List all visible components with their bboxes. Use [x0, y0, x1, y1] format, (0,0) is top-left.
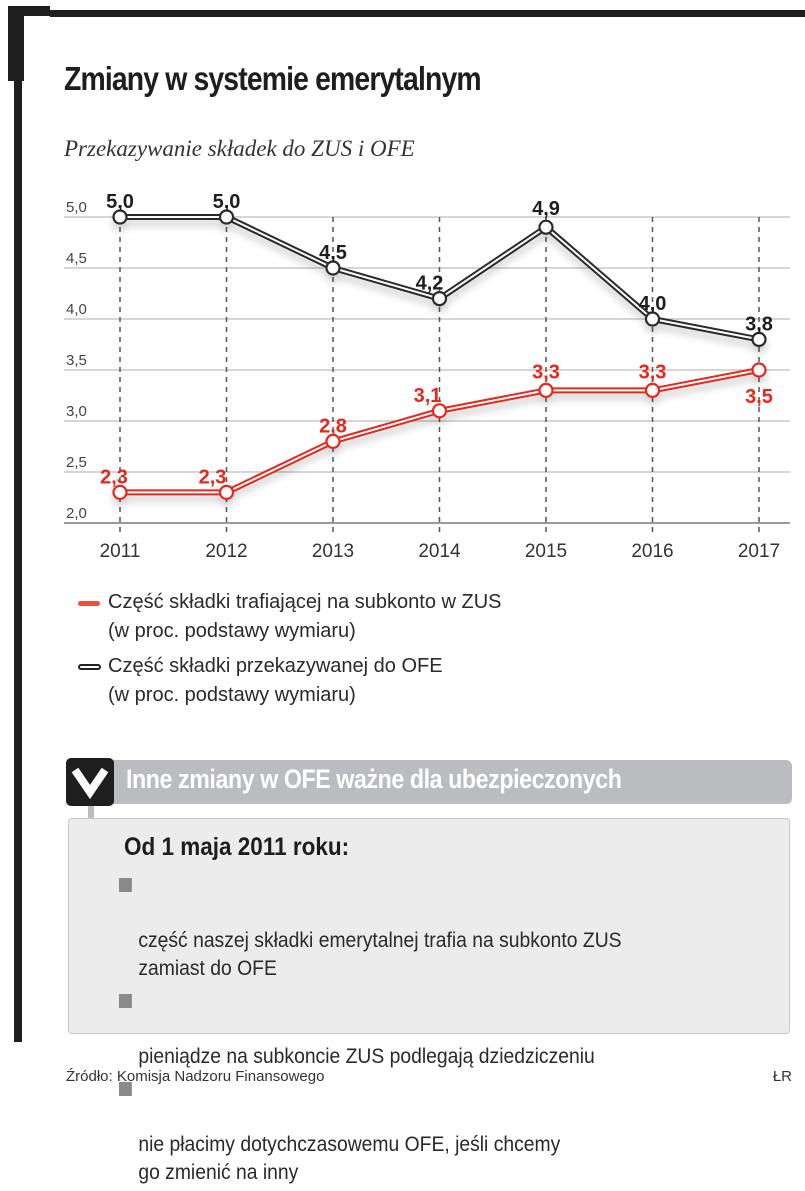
- data-point: [644, 311, 661, 327]
- legend-sublabel: (w proc. podstawy wymiaru): [108, 620, 356, 642]
- data-point: [431, 403, 448, 419]
- y-tick-label: 4,0: [66, 301, 87, 318]
- infobox-header: Inne zmiany w OFE ważne dla ubezpieczony…: [66, 758, 792, 806]
- data-point: [112, 484, 128, 500]
- list-item: nie płacimy dotychczasowemu OFE, jeśli c…: [119, 1075, 726, 1187]
- data-label: 5,0: [213, 191, 241, 213]
- data-label: 3,1: [414, 385, 442, 407]
- data-point: [751, 362, 767, 378]
- legend-swatch-black: [78, 664, 101, 670]
- frame-top-border: [8, 6, 50, 16]
- data-point: [325, 433, 341, 449]
- x-tick-label: 2016: [631, 541, 673, 562]
- list-item-text: nie płacimy dotychczasowemu OFE, jeśli c…: [138, 1133, 561, 1184]
- y-tick-label: 2,0: [66, 505, 87, 522]
- y-tick-label: 3,5: [66, 352, 87, 369]
- infobox-connector: [88, 806, 94, 819]
- source-note: Źródło: Komisja Nadzoru Finansowego: [66, 1068, 325, 1085]
- data-label: 4,9: [532, 198, 560, 220]
- data-label: 3,3: [639, 361, 667, 383]
- list-item: pieniądze na subkoncie ZUS podlegają dzi…: [119, 987, 726, 1071]
- x-tick-label: 2012: [205, 541, 247, 562]
- infobox-body: Od 1 maja 2011 roku: część naszej składk…: [68, 818, 790, 1184]
- data-point: [218, 484, 235, 500]
- series-ofe: [112, 209, 767, 347]
- series-zus: [112, 362, 767, 500]
- data-label: 4,0: [639, 293, 667, 315]
- data-label: 4,5: [319, 242, 347, 264]
- infobox-title: Inne zmiany w OFE ważne dla ubezpieczony…: [126, 764, 622, 794]
- data-label: 2,8: [319, 415, 347, 437]
- data-point: [112, 209, 128, 225]
- x-tick-label: 2015: [525, 541, 567, 562]
- list-item-text: część naszej składki emerytalnej trafia …: [138, 929, 622, 980]
- data-point: [644, 382, 661, 398]
- data-point: [538, 382, 554, 398]
- legend-item-ofe: Część składki przekazywanej do OFE (w pr…: [78, 652, 502, 710]
- chevron-down-icon: [66, 758, 114, 806]
- frame-top-rule: [50, 10, 805, 17]
- infobox-list: część naszej składki emerytalnej trafia …: [119, 871, 779, 1191]
- infobox-header-bar: [106, 760, 792, 804]
- x-tick-label: 2014: [418, 541, 461, 562]
- data-label: 3,5: [745, 386, 773, 408]
- list-item-text: pieniądze na subkoncie ZUS podlegają dzi…: [138, 1045, 595, 1068]
- data-point: [218, 209, 235, 225]
- frame-left-border: [14, 6, 22, 1042]
- data-label: 4,2: [416, 273, 444, 295]
- bullet-square-icon: [119, 878, 132, 892]
- data-point: [325, 260, 341, 276]
- y-tick-label: 4,5: [66, 250, 87, 267]
- data-point: [431, 290, 448, 307]
- y-tick-label: 5,0: [66, 199, 87, 216]
- legend-label: Część składki przekazywanej do OFE: [108, 655, 443, 677]
- data-point: [538, 219, 554, 235]
- legend-swatch-red: [78, 601, 100, 606]
- data-label: 2,3: [199, 466, 227, 488]
- chart-subtitle: Przekazywanie składek do ZUS i OFE: [64, 136, 415, 161]
- data-label: 2,3: [100, 466, 128, 488]
- data-point: [751, 331, 767, 347]
- infobox-heading: Od 1 maja 2011 roku:: [124, 833, 350, 861]
- chart-legend: Część składki trafiającej na subkonto w …: [78, 588, 502, 716]
- legend-label: Część składki trafiającej na subkonto w …: [108, 591, 502, 613]
- data-label: 3,8: [745, 313, 773, 335]
- data-label: 5,0: [106, 191, 134, 213]
- y-tick-label: 2,5: [66, 454, 87, 471]
- x-tick-label: 2017: [738, 541, 780, 562]
- x-tick-label: 2011: [100, 541, 141, 562]
- legend-item-zus: Część składki trafiającej na subkonto w …: [78, 588, 502, 646]
- legend-sublabel: (w proc. podstawy wymiaru): [108, 684, 356, 706]
- data-label: 3,3: [532, 361, 560, 383]
- line-chart: 2,0 2,5 3,0 3,5 4,0 4,5 5,0 2011 2012 2013 2014 20…: [64, 191, 790, 562]
- author-initials: ŁR: [772, 1068, 792, 1085]
- page-title: Zmiany w systemie emerytalnym: [64, 60, 482, 97]
- list-item: część naszej składki emerytalnej trafia …: [119, 871, 726, 983]
- y-tick-label: 3,0: [66, 403, 87, 420]
- x-tick-label: 2013: [312, 541, 354, 562]
- bullet-square-icon: [119, 994, 132, 1008]
